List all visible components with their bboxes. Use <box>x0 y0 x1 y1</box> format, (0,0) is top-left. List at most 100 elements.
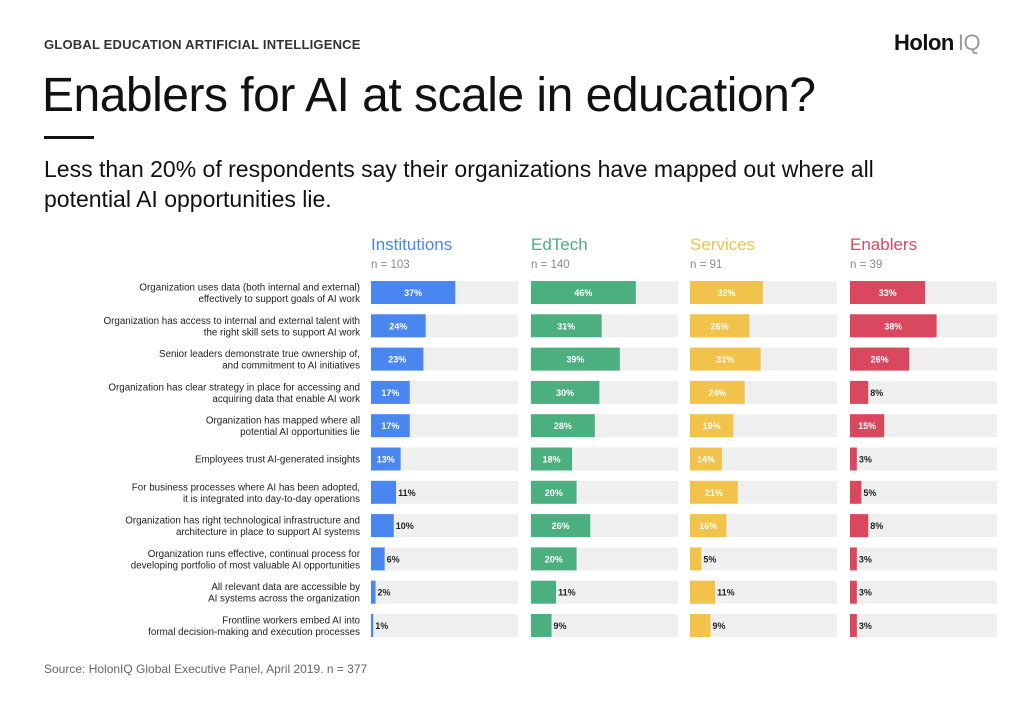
category-label-line: and commitment to AI initiatives <box>222 361 360 372</box>
title-divider <box>44 136 94 139</box>
bar-track <box>850 447 997 471</box>
bar-value-label: 6% <box>387 554 400 564</box>
bar-value-label: 31% <box>716 355 734 365</box>
bar-value-label: 3% <box>859 621 872 631</box>
bar-value-label: 18% <box>542 455 560 465</box>
bar-track <box>850 614 997 637</box>
bar-enablers <box>850 347 910 371</box>
category-label: Organization has right technological inf… <box>125 516 360 539</box>
bar-value-label: 15% <box>858 421 876 431</box>
bar-institutions <box>371 347 424 371</box>
bar-edtech <box>531 380 600 404</box>
bar-track <box>690 447 837 471</box>
bar-track <box>371 480 518 504</box>
bar-track <box>850 514 997 538</box>
category-label-line: Organization has clear strategy in place… <box>108 382 360 393</box>
bar-value-label: 20% <box>545 554 563 564</box>
bar-track <box>690 547 837 571</box>
category-label-line: Frontline workers embed AI into <box>222 616 360 627</box>
bar-value-label: 2% <box>378 588 391 598</box>
series-header-institutions: Institutions <box>371 235 452 254</box>
bar-edtech <box>531 580 557 604</box>
bar-value-label: 26% <box>552 521 570 531</box>
bar-track <box>690 614 837 637</box>
bar-value-label: 17% <box>381 388 399 398</box>
bar-services <box>690 547 702 571</box>
bar-track <box>371 580 518 604</box>
category-label: For business processes where AI has been… <box>132 482 360 505</box>
bar-services <box>690 580 716 604</box>
bar-institutions <box>371 580 376 604</box>
bar-institutions <box>371 281 456 304</box>
bar-value-label: 9% <box>554 621 567 631</box>
bar-services <box>690 347 761 371</box>
bar-value-label: 28% <box>554 421 572 431</box>
category-label-line: Organization has mapped where all <box>206 416 360 427</box>
series-n-edtech: n = 140 <box>531 259 570 271</box>
series-n-services: n = 91 <box>690 259 722 271</box>
bar-services <box>690 514 727 538</box>
bar-value-label: 20% <box>545 488 563 498</box>
series-n-enablers: n = 39 <box>850 259 882 271</box>
page-title: Enablers for AI at scale in education? <box>42 69 816 122</box>
bar-value-label: 13% <box>377 455 395 465</box>
bar-enablers <box>850 314 937 338</box>
bar-track <box>371 547 518 571</box>
bar-enablers <box>850 614 857 637</box>
category-label: Organization has mapped where all potenti… <box>206 416 361 439</box>
bar-services <box>690 281 763 304</box>
bar-value-label: 24% <box>389 321 407 331</box>
category-label-line: AI systems across the organization <box>208 594 360 605</box>
bar-value-label: 8% <box>870 388 883 398</box>
bar-institutions <box>371 447 401 471</box>
bar-value-label: 32% <box>717 288 735 298</box>
page-subtitle: Less than 20% of respondents say their o… <box>44 156 874 212</box>
bar-value-label: 16% <box>699 521 717 531</box>
holoniq-logo: Holon IQ <box>894 30 981 56</box>
bar-edtech <box>531 514 591 538</box>
bar-enablers <box>850 414 885 438</box>
series-header-enablers: Enablers <box>850 235 917 254</box>
bar-value-label: 46% <box>574 288 592 298</box>
category-label-line: Organization has right technological inf… <box>125 516 360 527</box>
bar-value-label: 3% <box>859 455 872 465</box>
logo-secondary-text: IQ <box>957 30 981 55</box>
bar-value-label: 14% <box>697 455 715 465</box>
bar-enablers <box>850 281 926 304</box>
bar-services <box>690 480 738 504</box>
category-label: Organization runs effective, continual p… <box>131 549 361 572</box>
category-label-line: All relevant data are accessible by <box>211 582 360 593</box>
bar-edtech <box>531 614 552 637</box>
bar-institutions <box>371 414 410 438</box>
bar-track <box>850 580 997 604</box>
bar-track <box>850 480 997 504</box>
bar-enablers <box>850 580 857 604</box>
category-label-line: Organization uses data (both internal an… <box>139 283 360 294</box>
bar-value-label: 3% <box>859 554 872 564</box>
bar-services <box>690 414 734 438</box>
bar-institutions <box>371 547 385 571</box>
bar-value-label: 33% <box>879 288 897 298</box>
bar-value-label: 39% <box>566 355 584 365</box>
bar-value-label: 21% <box>705 488 723 498</box>
bar-edtech <box>531 414 595 438</box>
series-header-edtech: EdTech <box>531 235 588 254</box>
bar-value-label: 26% <box>711 321 729 331</box>
bar-track <box>371 447 518 471</box>
bar-edtech <box>531 547 577 571</box>
bar-enablers <box>850 514 869 538</box>
bar-services <box>690 380 745 404</box>
bar-services <box>690 614 711 637</box>
bar-track <box>850 414 997 438</box>
source-note: Source: HolonIQ Global Executive Panel, … <box>44 662 368 676</box>
category-label-line: developing portfolio of most valuable AI… <box>131 560 360 571</box>
bar-track <box>850 380 997 404</box>
category-label: All relevant data are accessible by AI sy… <box>208 582 360 605</box>
bar-value-label: 24% <box>708 388 726 398</box>
bar-track <box>850 547 997 571</box>
bar-enablers <box>850 547 857 571</box>
bar-value-label: 19% <box>703 421 721 431</box>
bar-institutions <box>371 514 394 538</box>
bar-track <box>531 580 678 604</box>
